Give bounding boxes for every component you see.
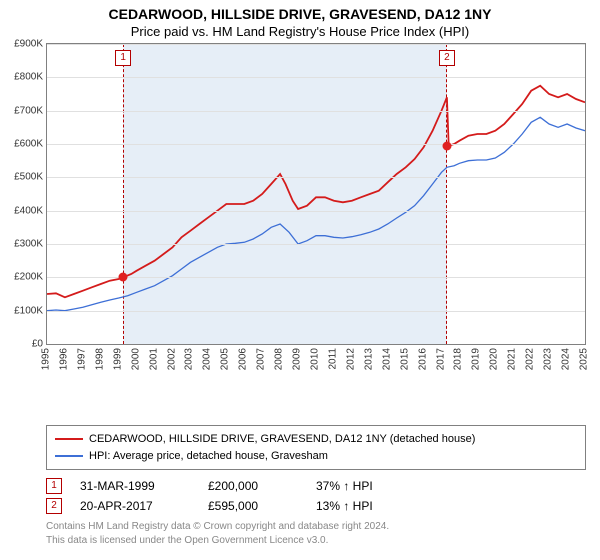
series-line — [47, 117, 585, 310]
legend-item: HPI: Average price, detached house, Grav… — [55, 448, 577, 465]
x-axis-label: 2012 — [345, 348, 356, 370]
y-axis-label: £300K — [14, 239, 47, 250]
x-axis-label: 2020 — [489, 348, 500, 370]
y-axis-label: £800K — [14, 72, 47, 83]
x-axis-label: 2010 — [310, 348, 321, 370]
x-axis-label: 2015 — [399, 348, 410, 370]
y-axis-label: £400K — [14, 205, 47, 216]
legend-label: CEDARWOOD, HILLSIDE DRIVE, GRAVESEND, DA… — [89, 433, 475, 445]
x-axis-label: 2023 — [543, 348, 554, 370]
sales-table: 1 31-MAR-1999 £200,000 37% ↑ HPI 2 20-APR-201… — [46, 478, 586, 514]
x-axis-label: 2007 — [256, 348, 267, 370]
sale-delta-vs-hpi: 13% ↑ HPI — [316, 499, 373, 513]
footer-line-1: Contains HM Land Registry data © Crown c… — [46, 520, 586, 534]
line-series-svg — [47, 44, 585, 344]
chart-region: £0£100K£200K£300K£400K£500K£600K£700K£80… — [46, 43, 586, 383]
gridline — [47, 44, 585, 45]
x-axis-label: 2022 — [525, 348, 536, 370]
x-axis-label: 2021 — [507, 348, 518, 370]
y-axis-label: £700K — [14, 105, 47, 116]
legend-swatch — [55, 455, 83, 457]
plot-area: £0£100K£200K£300K£400K£500K£600K£700K£80… — [46, 43, 586, 345]
x-axis-label: 1999 — [112, 348, 123, 370]
sale-price: £595,000 — [208, 499, 298, 513]
x-axis-label: 2019 — [471, 348, 482, 370]
legend-item: CEDARWOOD, HILLSIDE DRIVE, GRAVESEND, DA… — [55, 431, 577, 448]
x-axis-label: 2004 — [202, 348, 213, 370]
sale-marker-flag: 1 — [115, 50, 131, 66]
gridline — [47, 311, 585, 312]
sale-price: £200,000 — [208, 479, 298, 493]
x-axis-label: 2003 — [184, 348, 195, 370]
legend-label: HPI: Average price, detached house, Grav… — [89, 450, 328, 462]
x-axis-label: 1996 — [58, 348, 69, 370]
sale-marker-flag: 2 — [439, 50, 455, 66]
x-axis-label: 2002 — [166, 348, 177, 370]
sale-delta-vs-hpi: 37% ↑ HPI — [316, 479, 373, 493]
x-axis-label: 2009 — [292, 348, 303, 370]
chart-subtitle: Price paid vs. HM Land Registry's House … — [0, 22, 600, 43]
sale-row-marker: 2 — [46, 498, 62, 514]
sale-marker-dot — [119, 273, 128, 282]
x-axis-label: 2025 — [579, 348, 590, 370]
x-axis-label: 2014 — [381, 348, 392, 370]
gridline — [47, 177, 585, 178]
sale-date: 31-MAR-1999 — [80, 479, 190, 493]
sale-row-marker: 1 — [46, 478, 62, 494]
x-axis-label: 2001 — [148, 348, 159, 370]
x-axis-label: 2006 — [238, 348, 249, 370]
x-axis-label: 2011 — [327, 348, 338, 370]
chart-title: CEDARWOOD, HILLSIDE DRIVE, GRAVESEND, DA… — [0, 0, 600, 22]
y-axis-label: £100K — [14, 305, 47, 316]
gridline — [47, 111, 585, 112]
x-axis-label: 2024 — [561, 348, 572, 370]
x-axis-label: 2017 — [435, 348, 446, 370]
x-axis-label: 1995 — [41, 348, 52, 370]
footer-line-2: This data is licensed under the Open Gov… — [46, 534, 586, 548]
x-axis-label: 2018 — [453, 348, 464, 370]
gridline — [47, 211, 585, 212]
x-axis-label: 2008 — [274, 348, 285, 370]
x-axis-label: 2016 — [417, 348, 428, 370]
series-line — [47, 86, 585, 298]
legend-swatch — [55, 438, 83, 440]
gridline — [47, 144, 585, 145]
attribution-footer: Contains HM Land Registry data © Crown c… — [46, 520, 586, 547]
sale-marker-dot — [442, 141, 451, 150]
x-axis-label: 1997 — [76, 348, 87, 370]
legend: CEDARWOOD, HILLSIDE DRIVE, GRAVESEND, DA… — [46, 425, 586, 470]
sale-date: 20-APR-2017 — [80, 499, 190, 513]
x-axis-label: 2000 — [130, 348, 141, 370]
gridline — [47, 77, 585, 78]
y-axis-label: £900K — [14, 39, 47, 50]
x-axis-label: 2013 — [363, 348, 374, 370]
y-axis-label: £600K — [14, 139, 47, 150]
x-axis-label: 2005 — [220, 348, 231, 370]
sale-row: 2 20-APR-2017 £595,000 13% ↑ HPI — [46, 498, 586, 514]
gridline — [47, 244, 585, 245]
x-axis-label: 1998 — [94, 348, 105, 370]
y-axis-label: £500K — [14, 172, 47, 183]
sale-row: 1 31-MAR-1999 £200,000 37% ↑ HPI — [46, 478, 586, 494]
y-axis-label: £200K — [14, 272, 47, 283]
